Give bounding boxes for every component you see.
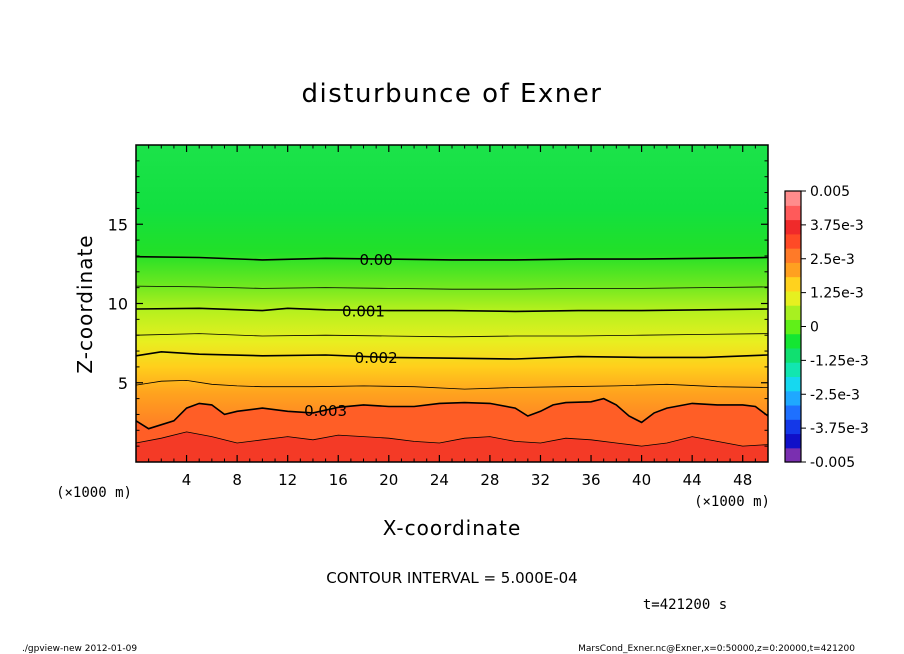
colorbar-tick-label: 1.25e-3 (810, 286, 864, 302)
contour-label: 0.002 (355, 349, 398, 367)
colorbar (784, 190, 802, 463)
contour-line (136, 333, 768, 338)
x-tick-label: 36 (581, 471, 600, 489)
colorbar-segment (785, 404, 801, 420)
x-tick-label: 4 (182, 471, 192, 489)
bottom-bands (136, 398, 768, 462)
colorbar-tick-label: -2.5e-3 (810, 387, 860, 403)
x-tick-label: 12 (278, 471, 297, 489)
plot-area: 0.00 0.001 0.002 0.003 (135, 144, 769, 463)
x-tick-label: 16 (329, 471, 348, 489)
footer-right: MarsCond_Exner.nc@Exner,x=0:50000,z=0:20… (578, 644, 855, 654)
y-axis: 5 10 15 (108, 160, 768, 447)
colorbar-tick-label: 0.005 (810, 184, 850, 200)
x-tick-label: 32 (531, 471, 550, 489)
contour-interval-text: CONTOUR INTERVAL = 5.000E-04 (326, 569, 577, 587)
contour-line (136, 397, 768, 430)
colorbar-tick-label: -3.75e-3 (810, 421, 869, 437)
colorbar-segment (785, 205, 801, 221)
colorbar-segment (785, 433, 801, 449)
colorbar-segment (785, 233, 801, 249)
contour-line (136, 350, 768, 360)
contour-line (136, 285, 768, 290)
colorbar-segment (785, 262, 801, 278)
x-axis: 4 8 12 16 20 24 28 32 36 40 44 48 (148, 145, 756, 489)
colorbar-segment (785, 276, 801, 292)
contour-lines (136, 255, 768, 447)
time-text: t=421200 s (643, 597, 727, 613)
colorbar-ticks: 0.005 3.75e-3 2.5e-3 1.25e-3 0 -1.25e-3 -2.5e-… (801, 184, 869, 471)
y-tick-label: 5 (118, 374, 128, 393)
footer-left: ./gpview-new 2012-01-09 (22, 644, 137, 654)
colorbar-segment (785, 376, 801, 392)
colorbar-tick-label: 0 (810, 320, 819, 336)
colorbar-tick-label: 2.5e-3 (810, 252, 855, 268)
colorbar-segment (785, 290, 801, 306)
colorbar-segment (785, 219, 801, 235)
x-tick-label: 24 (430, 471, 449, 489)
colorbar-segment (785, 390, 801, 406)
contour-line (136, 307, 768, 313)
y-tick-label: 15 (108, 215, 128, 234)
contour-band (136, 431, 768, 462)
colorbar-segment (785, 447, 801, 463)
x-tick-label: 48 (733, 471, 752, 489)
colorbar-segment (785, 333, 801, 349)
x-axis-unit-label: (×1000 m) (694, 494, 770, 510)
colorbar-segment (785, 347, 801, 363)
colorbar-segment (785, 419, 801, 435)
contour-label: 0.001 (342, 302, 385, 320)
x-tick-label: 20 (379, 471, 398, 489)
x-tick-label: 44 (683, 471, 702, 489)
x-tick-label: 40 (632, 471, 651, 489)
colorbar-segment (785, 319, 801, 335)
colorbar-tick-label: 3.75e-3 (810, 218, 864, 234)
colorbar-segment (785, 362, 801, 378)
contour-label: 0.00 (359, 251, 392, 269)
contour-line (136, 431, 768, 447)
contour-line (136, 379, 768, 390)
x-axis-label: X-coordinate (383, 516, 522, 540)
contour-line (136, 255, 768, 261)
chart-title: disturbunce of Exner (302, 79, 603, 109)
colorbar-segment (785, 248, 801, 263)
colorbar-segment (785, 305, 801, 320)
x-tick-label: 28 (480, 471, 499, 489)
y-tick-label: 10 (108, 295, 128, 314)
contour-label: 0.003 (304, 402, 347, 420)
colorbar-segment (785, 191, 801, 206)
y-axis-unit-label: (×1000 m) (56, 485, 132, 501)
colorbar-tick-label: -0.005 (810, 455, 855, 471)
contour-labels: 0.00 0.001 0.002 0.003 (304, 251, 398, 420)
colorbar-tick-label: -1.25e-3 (810, 353, 869, 369)
x-tick-label: 8 (232, 471, 242, 489)
y-axis-label: Z-coordinate (73, 234, 97, 373)
